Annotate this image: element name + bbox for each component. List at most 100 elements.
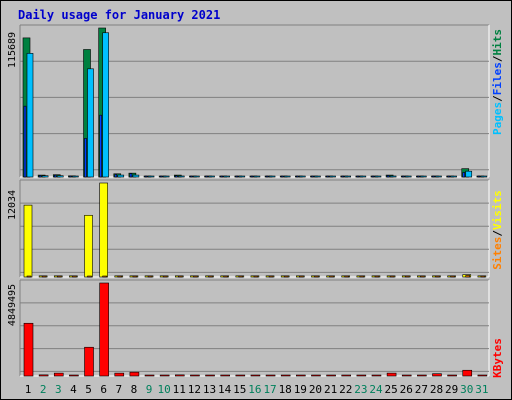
kbytes-bar <box>478 375 487 376</box>
kbytes-bar <box>281 375 290 376</box>
visits-bar <box>85 215 93 277</box>
pages-bar <box>390 176 396 177</box>
pages-bar <box>451 176 457 177</box>
kbytes-bar <box>24 323 33 376</box>
files-bar <box>236 176 238 177</box>
sites-bar <box>209 276 213 277</box>
sites-bar <box>193 276 197 277</box>
sites-bar <box>420 276 424 277</box>
kbytes-bar <box>357 375 366 376</box>
sites-bar <box>405 276 409 277</box>
x-tick-label: 6 <box>100 383 107 396</box>
kbytes-bar <box>190 375 199 376</box>
kbytes-bar <box>387 373 396 376</box>
files-bar <box>417 176 419 177</box>
sites-bar <box>224 276 228 277</box>
files-bar <box>478 176 480 177</box>
files-bar <box>372 176 374 177</box>
x-tick-label: 5 <box>85 383 92 396</box>
sites-bar <box>72 276 76 277</box>
pages-bar <box>405 176 411 177</box>
x-tick-label: 22 <box>339 383 352 396</box>
x-tick-label: 8 <box>131 383 138 396</box>
files-bar <box>281 176 283 177</box>
pages-bar <box>27 53 33 177</box>
legend-visits: Visits <box>491 190 504 230</box>
kbytes-bar <box>342 375 351 376</box>
files-bar <box>130 174 132 177</box>
files-bar <box>39 175 41 177</box>
x-tick-label: 3 <box>55 383 62 396</box>
sites-bar <box>390 276 394 277</box>
x-tick-label: 2 <box>40 383 47 396</box>
sites-bar <box>314 276 318 277</box>
kbytes-bar <box>221 375 230 376</box>
kbytes-bar <box>372 375 381 376</box>
pages-bar <box>148 176 154 177</box>
sites-bar <box>435 276 439 277</box>
legend-hits: Hits <box>491 29 504 56</box>
pages-bar <box>239 176 245 177</box>
sites-bar <box>27 276 31 277</box>
x-tick-label: 28 <box>430 383 443 396</box>
x-tick-label: 26 <box>400 383 413 396</box>
pages-bar <box>133 175 139 177</box>
files-bar <box>357 176 359 177</box>
kbytes-bar <box>54 373 63 376</box>
x-tick-label: 19 <box>294 383 307 396</box>
files-bar <box>175 176 177 177</box>
x-tick-label: 31 <box>475 383 488 396</box>
kbytes-bar <box>160 375 169 376</box>
pages-bar <box>193 176 199 177</box>
sites-bar <box>178 276 182 277</box>
sites-bar <box>254 276 258 277</box>
kbytes-bar <box>39 375 48 376</box>
pages-bar <box>57 176 63 177</box>
x-tick-label: 9 <box>146 383 153 396</box>
sites-bar <box>239 276 243 277</box>
files-bar <box>100 115 102 177</box>
files-bar <box>24 106 26 177</box>
x-tick-label: 14 <box>218 383 232 396</box>
files-bar <box>311 176 313 177</box>
kbytes-bar <box>100 283 109 376</box>
kbytes-bar <box>130 372 139 376</box>
sites-bar <box>330 276 334 277</box>
pages-bar <box>178 176 184 177</box>
x-tick-label: 11 <box>173 383 186 396</box>
sites-bar <box>57 276 61 277</box>
x-tick-label: 20 <box>309 383 322 396</box>
files-bar <box>145 176 147 177</box>
x-tick-label: 7 <box>115 383 122 396</box>
pages-bar <box>360 176 366 177</box>
files-bar <box>387 175 389 177</box>
files-bar <box>206 176 208 177</box>
files-bar <box>54 175 56 177</box>
visits-bar <box>24 205 32 277</box>
pages-bar <box>284 176 290 177</box>
files-bar <box>327 176 329 177</box>
pages-bar <box>72 176 78 177</box>
x-tick-label: 23 <box>354 383 367 396</box>
kbytes-bar <box>266 375 275 376</box>
pages-bar <box>420 176 426 177</box>
legend-sites: Sites <box>491 237 504 270</box>
kbytes-bar <box>251 375 260 376</box>
kbytes-bar <box>296 375 305 376</box>
pages-bar <box>345 176 351 177</box>
sites-bar <box>148 276 152 277</box>
x-tick-label: 27 <box>415 383 428 396</box>
sites-bar <box>360 276 364 277</box>
sites-bar <box>375 276 379 277</box>
pages-bar <box>209 176 215 177</box>
visits-bar <box>100 183 108 277</box>
files-bar <box>85 138 87 177</box>
pages-bar <box>481 176 487 177</box>
pages-bar <box>224 176 230 177</box>
pages-bar <box>88 69 94 177</box>
kbytes-bar <box>463 370 472 376</box>
legend-pages: Pages <box>491 102 504 135</box>
sites-bar <box>466 275 470 277</box>
sites-bar <box>269 276 273 277</box>
